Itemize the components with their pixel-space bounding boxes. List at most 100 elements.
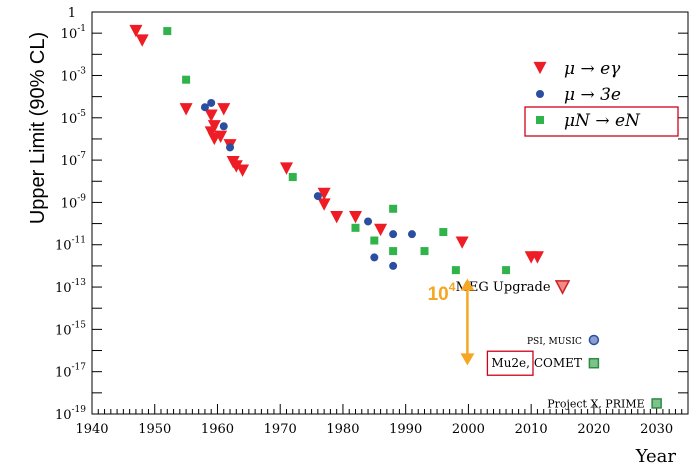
mu2e-highlight-box — [486, 350, 534, 376]
y-tick-exponent: -3 — [77, 66, 86, 76]
y-tick-base: 10 — [61, 69, 78, 84]
data-point-triangle — [317, 198, 331, 211]
data-point-square — [502, 266, 511, 275]
data-point-triangle — [236, 164, 250, 177]
y-tick-exponent: -17 — [72, 363, 87, 373]
y-tick-base: 10 — [55, 281, 72, 296]
x-tick-label: 2010 — [515, 422, 548, 437]
future-marker-square — [588, 357, 600, 369]
x-tick-label: 1970 — [264, 422, 297, 437]
data-point-square — [288, 173, 297, 182]
future-label: Project X, PRIME — [547, 397, 644, 410]
legend-label: μ → eγ — [564, 59, 621, 79]
future-label-prefix: Mu2e, — [491, 356, 530, 370]
legend-highlight-box — [524, 106, 679, 137]
y-tick-base: 10 — [55, 408, 72, 423]
future-label-text: COMET — [534, 356, 582, 370]
data-point-triangle — [374, 223, 388, 237]
data-point-square — [370, 236, 379, 245]
x-tick-label: 2000 — [452, 422, 485, 437]
future-label: Mu2e, COMET — [491, 356, 581, 370]
x-tick-label: 2020 — [577, 422, 610, 437]
data-point-circle — [313, 192, 322, 201]
data-point-square — [182, 75, 191, 84]
improvement-factor-base: 10 — [428, 284, 449, 305]
data-point-square — [439, 228, 448, 237]
y-tick-base: 10 — [55, 366, 72, 381]
y-tick-label: 10-17 — [55, 363, 86, 381]
y-tick-base: 10 — [61, 27, 78, 42]
legend-label: μN → eN — [564, 111, 641, 131]
data-point-square — [163, 27, 172, 36]
y-tick-base: 10 — [55, 239, 72, 254]
y-tick-exponent: -19 — [72, 405, 87, 415]
y-tick-exponent: -7 — [77, 151, 86, 161]
data-point-triangle — [348, 211, 362, 224]
legend-marker-square — [536, 116, 544, 124]
data-point-circle — [407, 230, 416, 239]
future-label-text: PSI, MUSIC — [527, 337, 582, 347]
x-tick-label: 1990 — [389, 422, 422, 437]
data-point-triangle — [207, 120, 221, 133]
data-point-circle — [389, 230, 398, 239]
future-label: MEG Upgrade — [456, 280, 551, 295]
data-point-circle — [364, 217, 373, 226]
future-label-text: Project X, PRIME — [547, 397, 644, 410]
improvement-factor-label: 104 — [428, 280, 456, 305]
legend-marker-circle — [536, 90, 544, 98]
y-axis-label: Upper Limit (90% CL) — [27, 32, 49, 224]
data-point-circle — [389, 261, 398, 270]
y-tick-label: 10-1 — [61, 24, 86, 42]
data-point-circle — [207, 98, 216, 107]
data-point-triangle — [204, 126, 218, 139]
data-point-triangle — [229, 160, 243, 173]
data-point-triangle — [279, 162, 293, 175]
data-point-triangle — [455, 236, 469, 249]
data-point-triangle — [330, 211, 344, 224]
y-tick-label: 10-5 — [61, 109, 87, 127]
improvement-arrow-head-up — [460, 278, 475, 291]
plot-frame — [91, 11, 689, 415]
y-tick-exponent: -9 — [77, 193, 86, 203]
data-point-triangle — [217, 103, 231, 116]
data-point-square — [420, 247, 429, 256]
y-tick-base: 10 — [61, 196, 78, 211]
y-tick-label: 1 — [68, 6, 76, 21]
y-tick-label: 10-15 — [55, 320, 86, 338]
data-point-triangle — [179, 103, 193, 116]
improvement-factor-exp: 4 — [449, 280, 456, 294]
y-tick-exponent: -1 — [77, 24, 86, 34]
data-point-circle — [200, 103, 209, 112]
y-tick-exponent: -5 — [77, 109, 86, 119]
data-point-triangle — [317, 187, 331, 201]
data-point-square — [389, 247, 398, 256]
y-tick-label: 10-13 — [55, 278, 86, 296]
future-marker-circle — [588, 334, 600, 346]
future-label-text: MEG Upgrade — [456, 280, 551, 295]
data-point-square — [389, 204, 398, 213]
y-tick-label: 10-19 — [55, 405, 86, 423]
y-tick-label: 10-7 — [61, 151, 87, 169]
y-tick-base: 10 — [55, 323, 72, 338]
y-tick-label: 10-9 — [61, 193, 87, 211]
future-label: PSI, MUSIC — [527, 337, 582, 347]
y-tick-exponent: -11 — [72, 236, 87, 246]
future-marker-triangle — [554, 280, 571, 295]
x-tick-label: 2030 — [640, 422, 673, 437]
y-tick-exponent: -15 — [72, 320, 87, 330]
x-tick-label: 1960 — [201, 422, 234, 437]
x-axis-label: Year — [635, 446, 677, 467]
data-point-circle — [219, 122, 228, 131]
y-tick-base: 1 — [68, 6, 76, 21]
data-point-square — [351, 223, 360, 232]
y-tick-exponent: -13 — [72, 278, 87, 288]
data-point-circle — [226, 143, 235, 152]
x-tick-label: 1950 — [138, 422, 171, 437]
legend-label: μ → 3e — [564, 85, 621, 105]
data-point-circle — [370, 253, 379, 262]
future-marker-square — [651, 398, 662, 409]
improvement-arrow-head-down — [460, 353, 475, 366]
x-tick-label: 1940 — [75, 422, 108, 437]
legend-marker-triangle — [533, 61, 547, 75]
